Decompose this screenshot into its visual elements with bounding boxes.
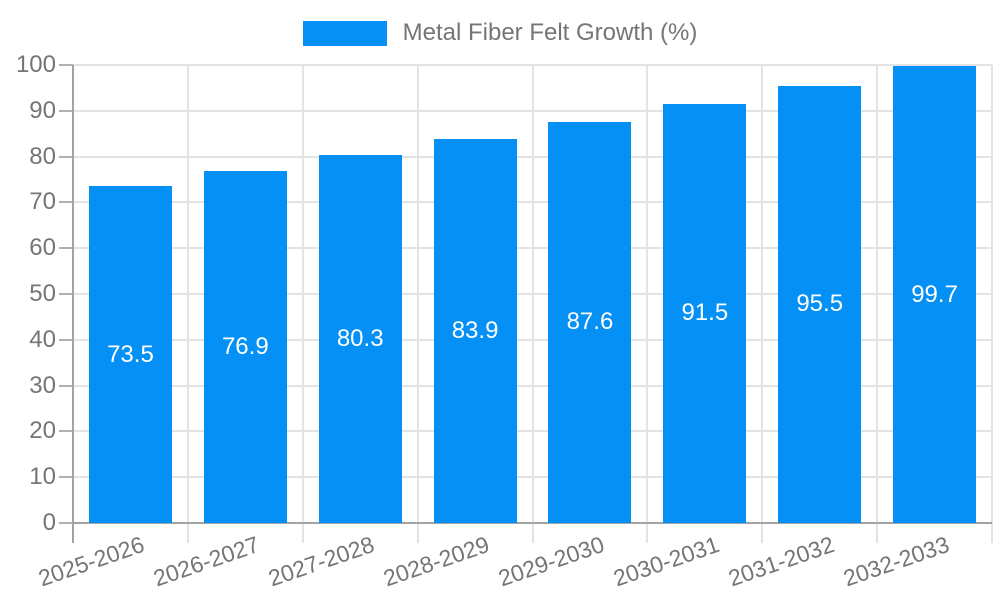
y-axis-line <box>72 65 74 543</box>
legend-label: Metal Fiber Felt Growth (%) <box>402 19 698 46</box>
y-tick-label: 0 <box>42 509 56 536</box>
bar-value-label: 76.9 <box>221 332 269 360</box>
y-tick-label: 50 <box>29 280 56 307</box>
legend-swatch <box>302 20 387 46</box>
x-tick-label: 2030-2031 <box>609 531 723 592</box>
bar: 76.9 <box>203 170 287 523</box>
x-tick-mark <box>531 523 534 543</box>
gridline-vertical <box>646 65 649 523</box>
y-tick-label: 30 <box>29 371 56 399</box>
x-tick-label: 2031-2032 <box>724 531 838 592</box>
gridline-vertical <box>301 65 304 523</box>
gridline-vertical <box>186 65 189 523</box>
y-tick-mark <box>59 522 73 524</box>
y-tick-mark <box>59 338 73 341</box>
x-tick-mark <box>646 523 649 543</box>
bar: 95.5 <box>778 85 862 523</box>
y-tick-label: 70 <box>29 188 56 216</box>
y-tick-label: 60 <box>29 234 56 262</box>
bar-value-label: 87.6 <box>566 308 614 336</box>
y-tick-label: 90 <box>29 96 56 124</box>
bar: 73.5 <box>88 186 172 523</box>
bar: 87.6 <box>548 121 632 523</box>
x-tick-mark <box>416 523 419 543</box>
bar-value-label: 91.5 <box>681 299 729 327</box>
x-tick-mark <box>186 523 189 543</box>
y-tick-mark <box>59 247 73 250</box>
y-tick-mark <box>59 109 73 112</box>
bar: 91.5 <box>663 103 747 523</box>
bar: 80.3 <box>318 155 402 523</box>
x-tick-mark <box>761 523 764 543</box>
y-tick-mark <box>59 476 73 479</box>
x-axis-line <box>73 522 992 524</box>
gridline-vertical <box>531 65 534 523</box>
x-tick-label: 2029-2030 <box>494 531 608 592</box>
y-tick-label: 40 <box>29 325 56 353</box>
gridline-vertical <box>416 65 419 523</box>
y-tick-mark <box>59 384 73 387</box>
x-tick-label: 2028-2029 <box>380 531 493 592</box>
y-tick-label: 20 <box>29 417 56 445</box>
y-tick-label: 80 <box>29 142 56 170</box>
x-tick-label: 2032-2033 <box>839 531 953 592</box>
y-tick-label: 100 <box>15 51 56 78</box>
y-tick-label: 10 <box>29 463 56 491</box>
bar-value-label: 95.5 <box>796 290 844 318</box>
gridline-vertical <box>761 65 764 523</box>
legend: Metal Fiber Felt Growth (%) <box>0 18 1000 48</box>
bar-value-label: 99.7 <box>911 280 958 308</box>
x-tick-mark <box>876 523 879 543</box>
bar-value-label: 73.5 <box>107 340 154 368</box>
y-tick-mark <box>59 293 73 295</box>
x-tick-mark <box>301 523 304 543</box>
y-tick-mark <box>59 64 73 66</box>
x-tick-label: 2027-2028 <box>265 531 378 592</box>
x-tick-label: 2025-2026 <box>35 531 148 592</box>
bar-value-label: 80.3 <box>336 325 384 353</box>
gridline-vertical <box>991 65 993 523</box>
bar-value-label: 83.9 <box>451 316 499 344</box>
x-tick-label: 2026-2027 <box>150 531 263 592</box>
x-tick-mark <box>991 523 993 543</box>
y-tick-mark <box>59 430 73 433</box>
bar: 83.9 <box>433 138 517 523</box>
bar: 99.7 <box>893 66 977 523</box>
gridline-vertical <box>876 65 879 523</box>
y-tick-mark <box>59 201 73 204</box>
y-tick-mark <box>59 155 73 158</box>
